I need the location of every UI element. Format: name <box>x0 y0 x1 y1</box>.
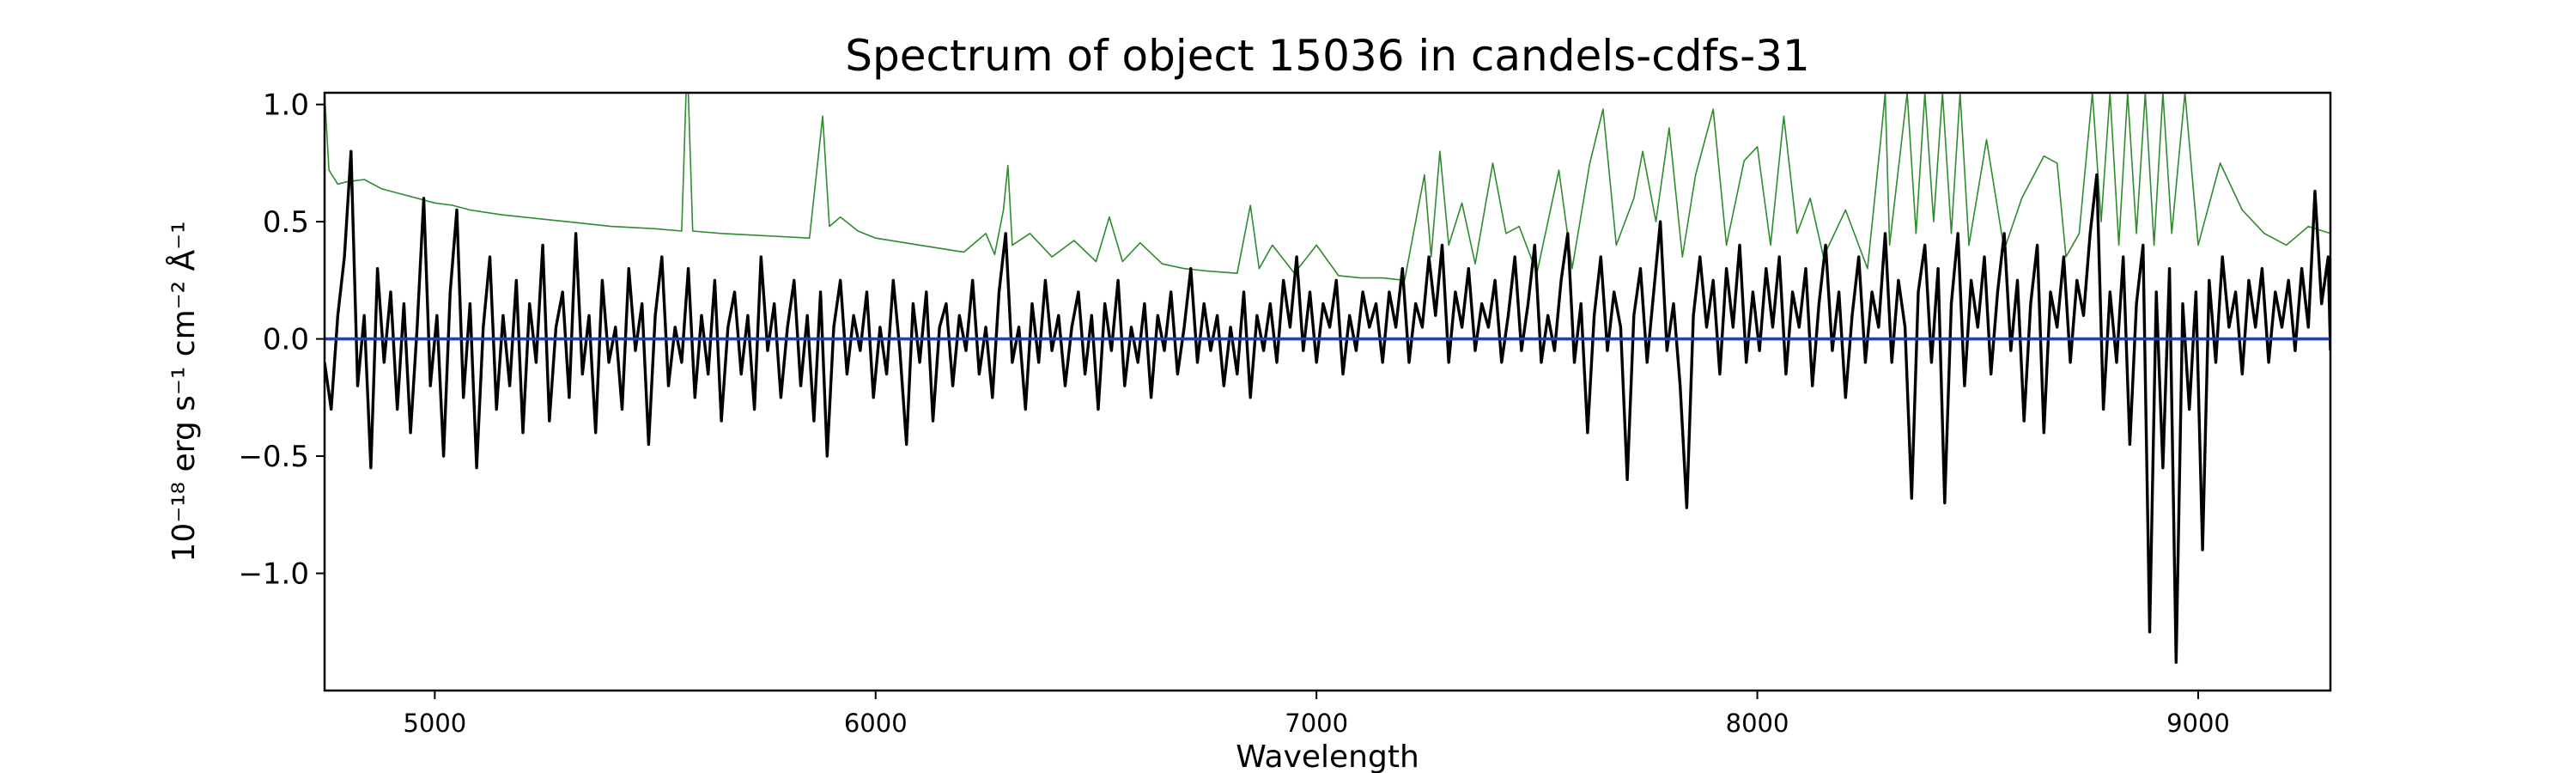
x-tick-label: 8000 <box>1726 709 1789 738</box>
y-tick-label: 1.0 <box>263 88 309 123</box>
x-tick-label: 7000 <box>1285 709 1348 738</box>
y-tick-label: 0.0 <box>263 323 309 357</box>
y-axis-label: 10⁻¹⁸ erg s⁻¹ cm⁻² Å⁻¹ <box>165 221 202 562</box>
plot-frame <box>323 91 2332 692</box>
y-axis: −1.0 −0.5 0.0 0.5 1.0 <box>238 88 325 592</box>
x-tick-label: 6000 <box>844 709 908 738</box>
y-tick-label: −1.0 <box>238 557 309 592</box>
series-layer <box>325 93 2330 664</box>
series-line-0 <box>325 93 2330 282</box>
y-tick-label: −0.5 <box>238 440 309 474</box>
chart-title: Spectrum of object 15036 in candels-cdfs… <box>845 31 1810 81</box>
x-tick-label: 9000 <box>2166 709 2230 738</box>
x-axis-label: Wavelength <box>1236 740 1419 773</box>
y-tick-label: 0.5 <box>263 205 309 240</box>
series-line-1 <box>325 149 2330 664</box>
x-tick-label: 5000 <box>403 709 466 738</box>
x-axis: 5000 6000 7000 8000 9000 <box>403 691 2230 738</box>
